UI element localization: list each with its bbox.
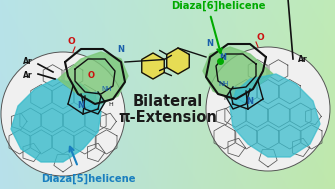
Polygon shape (203, 47, 273, 99)
Text: H: H (109, 101, 113, 106)
Text: N: N (219, 53, 226, 61)
Polygon shape (11, 79, 101, 162)
Text: Ar: Ar (23, 71, 33, 81)
Polygon shape (167, 48, 189, 74)
Text: Diaza[6]helicene: Diaza[6]helicene (171, 1, 265, 11)
Text: O: O (256, 33, 264, 42)
Circle shape (1, 52, 125, 176)
Circle shape (206, 47, 330, 171)
Text: NH: NH (219, 81, 229, 87)
Polygon shape (226, 87, 250, 109)
Text: N: N (77, 101, 84, 111)
Text: Diaza[5]helicene: Diaza[5]helicene (41, 174, 135, 184)
Polygon shape (230, 74, 320, 157)
Text: N: N (118, 44, 125, 53)
Text: H: H (224, 97, 228, 101)
Text: N: N (206, 40, 213, 49)
Text: Ar: Ar (298, 54, 308, 64)
Text: N: N (247, 97, 254, 105)
Polygon shape (81, 92, 105, 114)
Text: O: O (67, 37, 75, 46)
Text: Ar: Ar (23, 57, 33, 66)
Text: π-Extension: π-Extension (119, 109, 217, 125)
Text: NH: NH (102, 86, 112, 92)
Text: O: O (87, 71, 94, 81)
Polygon shape (58, 52, 128, 104)
Polygon shape (142, 53, 164, 79)
Text: Bilateral: Bilateral (133, 94, 203, 108)
